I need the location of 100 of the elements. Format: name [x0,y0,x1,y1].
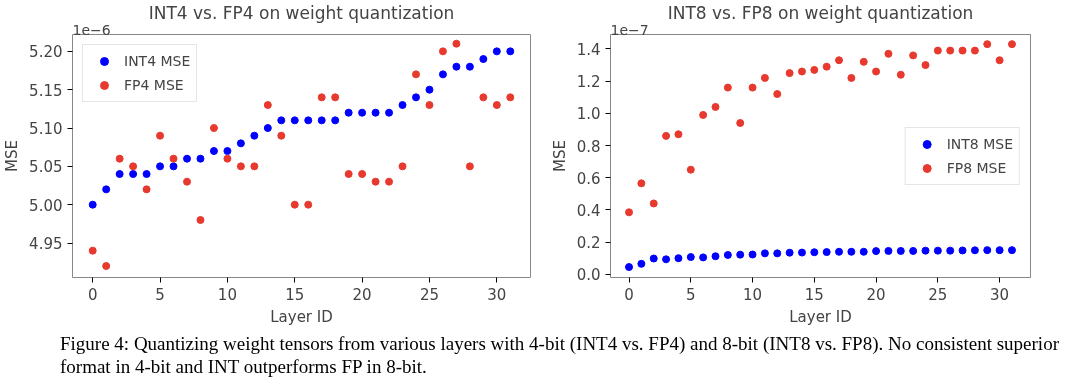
point [983,40,992,49]
point [662,255,671,264]
point [921,61,930,70]
point [169,162,178,171]
point [760,249,769,258]
point [169,154,178,163]
y-tick-label: 5.10 [29,120,63,139]
point [847,73,856,82]
point [129,162,138,171]
point [102,262,111,270]
point [995,246,1004,255]
point [859,247,868,256]
point [909,51,918,60]
y-tick-label: 5.00 [29,196,63,215]
point [674,130,683,139]
caption: Figure 4: Quantizing weight tensors from various layers with 4-bit (INT4 vs. FP4) and 8-bit (INT8 vs. FP8). No consistent superior format in 4-bit and INT outperforms FP in 8-bit. [60,333,1060,379]
x-tick-label: 10 [217,285,237,304]
y-tick-label: 1.0 [576,105,601,124]
y-axis-title: MSE [3,140,22,172]
point [344,108,353,117]
point [290,116,299,125]
point [479,93,488,102]
point [649,254,658,263]
point [371,177,380,186]
y-tick-label: 5.20 [29,43,63,62]
point [438,47,447,56]
point [452,39,461,48]
point [686,253,695,262]
point [115,154,124,163]
point [686,165,695,174]
point [425,101,434,110]
point [183,154,191,163]
point [847,247,856,256]
point [465,162,474,171]
point [331,93,340,102]
point [872,247,881,256]
point [674,254,683,263]
point [88,246,97,255]
point [129,170,138,179]
point [492,47,501,56]
point [637,259,646,268]
y-tick-label: 1.2 [576,73,601,92]
point [933,246,942,255]
x-tick-label: 15 [804,285,824,304]
point [412,93,420,102]
legend-label: FP4 MSE [124,77,184,93]
point [822,62,831,71]
point [236,162,245,171]
point [797,248,806,257]
point [277,131,286,140]
point [970,46,979,55]
point [1007,246,1016,255]
legend-label: FP8 MSE [946,159,1007,176]
point [479,55,488,64]
point [958,46,967,55]
point [492,101,501,110]
x-tick-label: 10 [743,285,763,304]
point [872,67,881,76]
point [625,263,634,272]
point [196,154,205,163]
point [946,246,955,255]
point [711,102,720,111]
point [156,131,165,140]
x-tick-label: 5 [155,285,165,304]
y-axis-title: MSE [550,140,569,172]
point [921,246,930,255]
x-axis-title: Layer ID [270,307,333,326]
point [983,246,992,255]
point [344,170,353,179]
point [371,108,380,117]
point [358,170,367,179]
point [358,108,367,117]
x-tick-label: 0 [87,285,98,304]
point [699,253,708,262]
point [183,177,191,186]
point [785,248,794,257]
point [748,250,757,259]
point [785,69,794,78]
point [736,119,745,127]
x-tick-label: 30 [990,285,1010,304]
point [711,252,720,261]
point [506,93,515,102]
point [412,70,420,79]
point [995,56,1004,65]
y-tick-label: 5.05 [29,158,63,177]
point [797,67,806,76]
point [398,101,407,110]
point [317,93,326,102]
point [835,247,844,256]
point [156,162,165,171]
point [398,162,407,171]
point [209,124,218,133]
point [637,179,646,188]
point [209,147,218,156]
y-tick-label: 0.6 [576,169,601,188]
point [884,49,893,58]
y-tick-label: 4.95 [29,235,63,253]
point [236,139,245,148]
point [810,65,819,74]
point [909,246,918,255]
